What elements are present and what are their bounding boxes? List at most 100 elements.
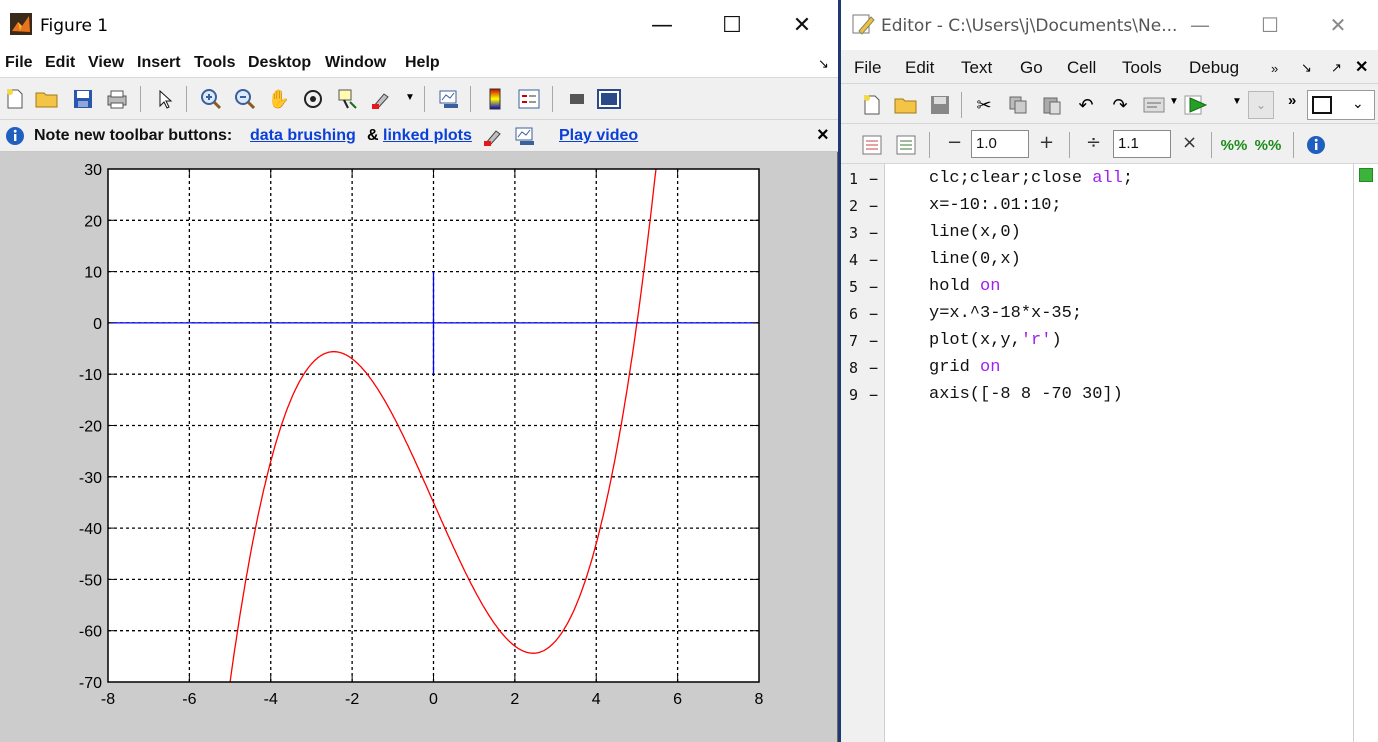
close-editor-icon[interactable]: ✕ — [1355, 59, 1369, 76]
close-note-icon[interactable]: × — [817, 124, 829, 146]
run-dropdown-icon[interactable]: ▼ — [1232, 96, 1242, 107]
save-icon[interactable] — [70, 86, 96, 112]
brush-icon[interactable] — [368, 86, 394, 112]
open-file-icon[interactable] — [34, 86, 60, 112]
undo-icon[interactable]: ↶ — [1078, 94, 1094, 115]
colorbar-icon[interactable] — [482, 86, 508, 112]
brush-dropdown-icon[interactable]: ▼ — [405, 92, 415, 103]
divide-button[interactable]: ÷ — [1086, 132, 1102, 153]
code-line[interactable]: line(0,x) — [929, 250, 1021, 269]
legend-icon[interactable] — [516, 86, 542, 112]
breakpoint-dropdown[interactable]: ⌄ — [1248, 91, 1274, 119]
eval-advance-icon[interactable] — [893, 132, 919, 158]
insert-cell-divider-icon[interactable]: %% — [1220, 136, 1248, 154]
breakpoint-marker[interactable]: − — [869, 251, 879, 269]
new-file-icon[interactable] — [859, 92, 885, 118]
publish-dropdown-icon[interactable]: ▼ — [1169, 96, 1179, 107]
rotate-icon[interactable] — [300, 86, 326, 112]
linked-plots-link[interactable]: linked plots — [383, 127, 472, 144]
show-plot-tools-icon[interactable] — [596, 86, 622, 112]
menu-text[interactable]: Text — [961, 58, 993, 77]
code-keyword: on — [980, 358, 1001, 377]
code-line[interactable]: hold on — [929, 277, 1000, 296]
undock-arrow-icon[interactable]: ↗ — [1331, 60, 1342, 75]
data-brushing-link[interactable]: data brushing — [250, 127, 356, 144]
menu-view[interactable]: View — [88, 54, 125, 71]
print-icon[interactable] — [104, 86, 130, 112]
editor-title: Editor - C:\Users\j\Documents\Ne... — [881, 16, 1178, 36]
dock-arrow-icon[interactable]: ↘ — [818, 56, 829, 71]
link-plot-icon[interactable] — [436, 86, 462, 112]
toolbar-separator — [424, 86, 425, 112]
zoom-out-icon[interactable] — [232, 86, 258, 112]
run-icon[interactable] — [1183, 92, 1209, 118]
cell-divider-dropdown-icon[interactable]: %% — [1254, 136, 1282, 154]
play-video-link[interactable]: Play video — [559, 127, 639, 144]
breakpoint-marker[interactable]: − — [869, 332, 879, 350]
menu-insert[interactable]: Insert — [137, 54, 181, 71]
paste-icon[interactable] — [1039, 92, 1065, 118]
code-line[interactable]: x=-10:.01:10; — [929, 196, 1062, 215]
code-line[interactable]: line(x,0) — [929, 223, 1021, 242]
increment-button[interactable]: + — [1039, 132, 1055, 153]
pointer-icon[interactable] — [152, 86, 178, 112]
data-cursor-icon[interactable] — [334, 86, 360, 112]
cut-icon[interactable]: ✂ — [976, 94, 992, 115]
toolbar-more-icon[interactable]: » — [1288, 92, 1297, 109]
close-button[interactable]: ✕ — [792, 12, 812, 38]
code-line[interactable]: y=x.^3-18*x-35; — [929, 304, 1082, 323]
breakpoint-marker[interactable]: − — [869, 197, 879, 215]
menu-edit[interactable]: Edit — [45, 54, 76, 71]
maximize-button[interactable]: ☐ — [722, 12, 742, 38]
plot-area[interactable]: -8 -6 -4 -2 0 2 4 6 83020100-10-20-30-40-50-60-7… — [0, 152, 838, 742]
dock-arrow-icon[interactable]: ↘ — [1301, 60, 1312, 75]
menu-help[interactable]: Help — [405, 54, 440, 71]
menu-desktop[interactable]: Desktop — [248, 54, 312, 71]
new-figure-icon[interactable] — [2, 86, 28, 112]
breakpoint-marker[interactable]: − — [869, 170, 879, 188]
vertical-scrollbar[interactable] — [1353, 164, 1378, 742]
menu-tools[interactable]: Tools — [1122, 58, 1162, 77]
menu-more-icon[interactable]: » — [1271, 61, 1279, 76]
breakpoint-marker[interactable]: − — [869, 305, 879, 323]
minimize-button[interactable]: — — [651, 12, 673, 38]
menu-go[interactable]: Go — [1020, 58, 1043, 77]
pan-icon[interactable]: ✋ — [267, 88, 291, 109]
breakpoint-marker[interactable]: − — [869, 386, 879, 404]
breakpoint-marker[interactable]: − — [869, 224, 879, 242]
code-line[interactable]: axis([-8 8 -70 30]) — [929, 385, 1123, 404]
eval-cell-icon[interactable] — [859, 132, 885, 158]
close-button[interactable]: ✕ — [1329, 13, 1347, 37]
code-line[interactable]: plot(x,y,'r') — [929, 331, 1062, 350]
code-analyzer-status-icon[interactable] — [1359, 168, 1373, 182]
zoom-in-icon[interactable] — [198, 86, 224, 112]
decrement-button[interactable]: − — [947, 132, 963, 153]
menu-tools[interactable]: Tools — [194, 54, 236, 71]
code-line[interactable]: clc;clear;close all; — [929, 169, 1133, 188]
breakpoint-marker[interactable]: − — [869, 359, 879, 377]
increment-value-input[interactable]: 1.0 — [971, 130, 1029, 158]
menu-cell[interactable]: Cell — [1067, 58, 1097, 77]
menu-edit[interactable]: Edit — [905, 58, 935, 77]
menu-debug[interactable]: Debug — [1189, 58, 1240, 77]
code-area[interactable]: clc;clear;close all; x=-10:.01:10; line(x,… — [885, 164, 1353, 742]
publish-icon[interactable] — [1141, 92, 1167, 118]
menu-file[interactable]: File — [854, 58, 882, 77]
maximize-button[interactable]: ☐ — [1261, 13, 1279, 37]
hide-plot-tools-icon[interactable] — [564, 86, 590, 112]
redo-icon[interactable]: ↷ — [1112, 94, 1128, 115]
breakpoint-marker[interactable]: − — [869, 278, 879, 296]
minimize-button[interactable]: — — [1190, 13, 1210, 37]
code-line[interactable]: grid on — [929, 358, 1000, 377]
save-icon[interactable] — [927, 92, 953, 118]
link-plot-icon — [515, 127, 534, 145]
code-text: line(0,x) — [929, 250, 1021, 269]
menu-file[interactable]: File — [5, 54, 33, 71]
window-layout-dropdown[interactable]: ⌄ — [1307, 90, 1375, 120]
open-file-icon[interactable] — [893, 92, 919, 118]
multiply-button[interactable]: × — [1182, 132, 1198, 153]
menu-window[interactable]: Window — [325, 54, 387, 71]
help-info-icon[interactable] — [1303, 132, 1329, 158]
multiply-value-input[interactable]: 1.1 — [1113, 130, 1171, 158]
copy-icon[interactable] — [1005, 92, 1031, 118]
